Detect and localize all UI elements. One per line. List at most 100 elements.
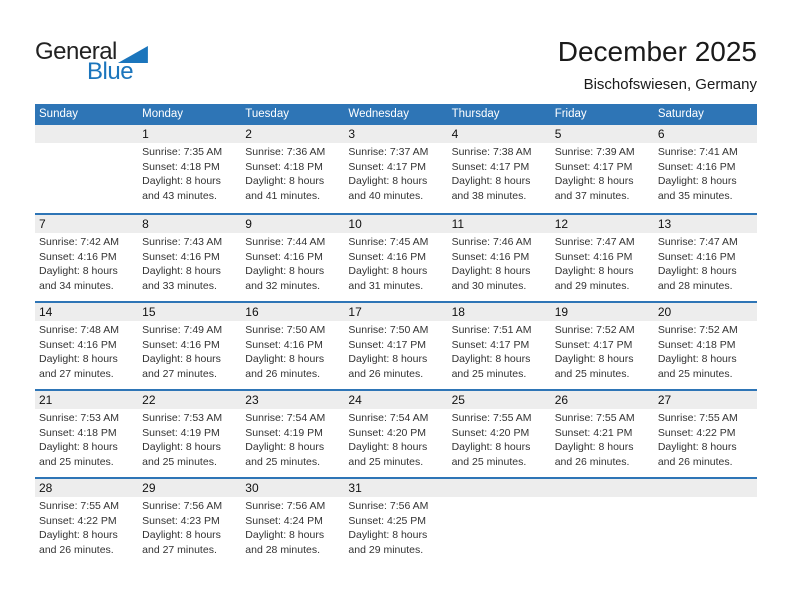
day-number-cell: 24 xyxy=(344,391,447,409)
day-cell-23: Sunrise: 7:54 AM Sunset: 4:19 PM Daylight:… xyxy=(241,409,344,469)
day-daylight-line2: and 26 minutes. xyxy=(554,455,630,468)
week-row: 14 15 16 17 18 19 20 Sunrise: 7:48 AM Sunset: 4:… xyxy=(35,301,757,389)
day-sunset: Sunset: 4:21 PM xyxy=(554,426,633,439)
day-number-cell: 6 xyxy=(654,125,757,143)
day-daylight-line2: and 38 minutes. xyxy=(451,189,527,202)
day-cell-10: Sunrise: 7:45 AM Sunset: 4:16 PM Daylight:… xyxy=(344,233,447,293)
logo-line1: General xyxy=(35,40,148,64)
day-daylight-line1: Daylight: 8 hours xyxy=(451,175,531,188)
date-band: 21 22 23 24 25 26 27 xyxy=(35,391,757,409)
day-number: 1 xyxy=(142,127,149,141)
day-daylight-line2: and 30 minutes. xyxy=(451,279,527,292)
day-daylight-line1: Daylight: 8 hours xyxy=(39,265,118,278)
day-number: 10 xyxy=(348,217,362,231)
day-daylight-line1: Daylight: 8 hours xyxy=(39,353,118,366)
day-daylight-line2: and 32 minutes. xyxy=(245,279,320,292)
day-sunrise: Sunrise: 7:52 AM xyxy=(657,324,738,336)
day-daylight-line1: Daylight: 8 hours xyxy=(142,175,221,188)
day-daylight-line1: Daylight: 8 hours xyxy=(245,441,325,454)
day-daylight-line2: and 40 minutes. xyxy=(348,189,424,202)
day-number: 30 xyxy=(245,481,259,495)
day-number-cell: 20 xyxy=(654,303,757,321)
day-daylight-line1: Daylight: 8 hours xyxy=(348,441,428,454)
day-daylight-line2: and 26 minutes. xyxy=(348,367,424,380)
day-sunset: Sunset: 4:17 PM xyxy=(554,160,633,173)
day-daylight-line1: Daylight: 8 hours xyxy=(348,529,428,542)
day-number-cell: 17 xyxy=(344,303,447,321)
day-number: 11 xyxy=(451,217,465,231)
day-number-cell: 3 xyxy=(344,125,447,143)
day-daylight-line2: and 29 minutes. xyxy=(348,543,424,556)
day-number: 20 xyxy=(657,305,672,319)
day-number-cell: 16 xyxy=(241,303,344,321)
empty-cell xyxy=(35,125,138,143)
day-cell-19: Sunrise: 7:52 AM Sunset: 4:17 PM Daylight:… xyxy=(551,321,654,381)
day-number-cell: 23 xyxy=(241,391,344,409)
day-sunrise: Sunrise: 7:54 AM xyxy=(245,412,326,424)
day-sunset: Sunset: 4:17 PM xyxy=(451,160,530,173)
empty-cell xyxy=(551,497,654,557)
day-number-cell: 13 xyxy=(654,215,757,233)
day-sunrise: Sunrise: 7:56 AM xyxy=(142,500,223,512)
day-sunset: Sunset: 4:19 PM xyxy=(142,426,220,439)
day-daylight-line2: and 28 minutes. xyxy=(245,543,320,556)
calendar-weeks: 1 2 3 4 5 6 Sunrise: 7:35 AM Sunset: 4:18 PM Day… xyxy=(35,125,757,565)
day-sunrise: Sunrise: 7:36 AM xyxy=(245,146,326,158)
day-daylight-line2: and 25 minutes. xyxy=(451,455,527,468)
day-daylight-line1: Daylight: 8 hours xyxy=(348,265,428,278)
day-cell-7: Sunrise: 7:42 AM Sunset: 4:16 PM Daylight:… xyxy=(35,233,138,293)
day-daylight-line2: and 28 minutes. xyxy=(657,279,733,292)
day-number-cell: 25 xyxy=(448,391,551,409)
day-number: 29 xyxy=(142,481,156,495)
day-sunset: Sunset: 4:25 PM xyxy=(348,514,427,527)
general-blue-logo: General Blue xyxy=(35,40,148,84)
day-sunrise: Sunrise: 7:47 AM xyxy=(554,236,635,248)
day-daylight-line1: Daylight: 8 hours xyxy=(554,353,634,366)
day-number-cell: 10 xyxy=(344,215,447,233)
day-number: 21 xyxy=(39,393,53,407)
day-daylight-line1: Daylight: 8 hours xyxy=(657,353,737,366)
day-sunrise: Sunrise: 7:44 AM xyxy=(245,236,326,248)
day-daylight-line2: and 37 minutes. xyxy=(554,189,630,202)
day-number: 5 xyxy=(554,127,562,141)
day-sunrise: Sunrise: 7:37 AM xyxy=(348,146,429,158)
day-cell-2: Sunrise: 7:36 AM Sunset: 4:18 PM Daylight:… xyxy=(241,143,344,203)
day-cell-8: Sunrise: 7:43 AM Sunset: 4:16 PM Daylight:… xyxy=(138,233,241,293)
day-sunset: Sunset: 4:17 PM xyxy=(348,338,427,351)
weekday-header-wednesday: Wednesday xyxy=(348,108,409,120)
day-sunset: Sunset: 4:16 PM xyxy=(39,338,117,351)
calendar-table: Sunday Monday Tuesday Wednesday Thursday Frid… xyxy=(35,104,757,565)
day-cell-12: Sunrise: 7:47 AM Sunset: 4:16 PM Daylight:… xyxy=(551,233,654,293)
weekday-header-row: Sunday Monday Tuesday Wednesday Thursday Frid… xyxy=(35,104,757,125)
day-sunset: Sunset: 4:17 PM xyxy=(451,338,530,351)
day-cell-13: Sunrise: 7:47 AM Sunset: 4:16 PM Daylight:… xyxy=(654,233,757,293)
day-number: 8 xyxy=(142,217,149,231)
day-number-cell: 12 xyxy=(551,215,654,233)
day-number-cell: 7 xyxy=(35,215,138,233)
day-daylight-line2: and 27 minutes. xyxy=(142,543,217,556)
day-daylight-line1: Daylight: 8 hours xyxy=(657,265,737,278)
day-daylight-line2: and 26 minutes. xyxy=(39,543,114,556)
day-daylight-line2: and 34 minutes. xyxy=(39,279,114,292)
day-number-cell: 1 xyxy=(138,125,241,143)
day-daylight-line1: Daylight: 8 hours xyxy=(451,441,531,454)
day-sunset: Sunset: 4:16 PM xyxy=(39,250,117,263)
day-daylight-line1: Daylight: 8 hours xyxy=(348,353,428,366)
day-sunrise: Sunrise: 7:41 AM xyxy=(657,146,738,158)
day-number-cell: 21 xyxy=(35,391,138,409)
day-daylight-line2: and 25 minutes. xyxy=(657,367,733,380)
day-sunrise: Sunrise: 7:51 AM xyxy=(451,324,532,336)
day-number-cell: 8 xyxy=(138,215,241,233)
day-daylight-line2: and 25 minutes. xyxy=(245,455,320,468)
page-title: December 2025 xyxy=(557,36,757,67)
day-number-cell: 18 xyxy=(448,303,551,321)
day-daylight-line2: and 31 minutes. xyxy=(348,279,424,292)
empty-cell xyxy=(35,143,138,203)
day-daylight-line1: Daylight: 8 hours xyxy=(554,175,634,188)
day-daylight-line2: and 25 minutes. xyxy=(142,455,217,468)
day-sunset: Sunset: 4:22 PM xyxy=(657,426,736,439)
day-sunset: Sunset: 4:20 PM xyxy=(451,426,530,439)
day-daylight-line1: Daylight: 8 hours xyxy=(142,265,221,278)
day-cell-24: Sunrise: 7:54 AM Sunset: 4:20 PM Daylight:… xyxy=(344,409,447,469)
